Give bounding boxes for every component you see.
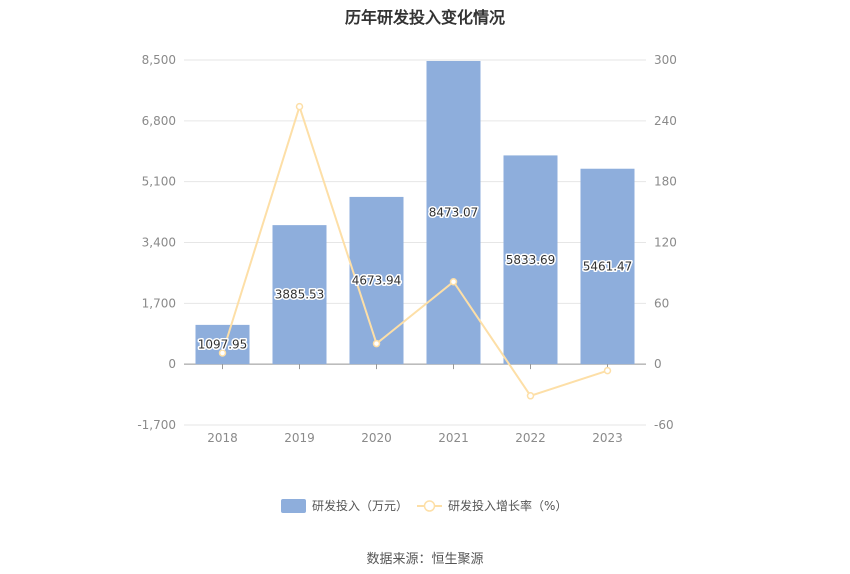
bar-value-label-2021: 8473.07 [429, 206, 479, 220]
y-right-tick-label: 240 [654, 114, 677, 128]
growth-point-2018 [218, 349, 227, 357]
y-left-tick-label: 6,800 [142, 114, 176, 128]
growth-point-2021 [449, 277, 458, 286]
legend-item-bar: 研发投入（万元） [281, 498, 408, 513]
y-left-tick-label: 8,500 [142, 53, 176, 67]
growth-rate-line [221, 103, 608, 397]
chart-title: 历年研发投入变化情况 [344, 8, 505, 27]
y-right-tick-label: 0 [654, 357, 662, 371]
y-left-tick-label: 0 [168, 357, 176, 371]
growth-point-2020 [372, 339, 381, 348]
bar-value-label-2022: 5833.69 [506, 253, 556, 267]
bar-2020 [349, 196, 404, 365]
bar-2022 [503, 155, 558, 365]
y-left-tick-label: 3,400 [142, 236, 176, 250]
x-tick-label-2021: 2021 [438, 431, 469, 445]
growth-point-2019 [295, 102, 304, 111]
x-tick-label-2019: 2019 [284, 431, 315, 445]
bar-value-label-2019: 3885.53 [275, 288, 325, 302]
bar-2023 [580, 168, 635, 365]
bar-value-label-2023: 5461.47 [583, 259, 633, 273]
y-left-tick-label: -1,700 [137, 418, 176, 432]
growth-point-2022 [526, 392, 535, 400]
y-right-tick-label: -60 [654, 418, 674, 432]
x-tick-label-2023: 2023 [592, 431, 623, 445]
bar-value-label-2020: 4673.94 [352, 274, 402, 288]
x-tick-label-2020: 2020 [361, 431, 392, 445]
y-right-tick-label: 60 [654, 296, 669, 310]
y-right-tick-label: 180 [654, 175, 677, 189]
legend-item-line: 研发投入增长率（%） [417, 498, 567, 513]
x-tick-label-2022: 2022 [515, 431, 546, 445]
bar-2019 [272, 225, 327, 365]
growth-point-2023 [603, 366, 612, 375]
legend-bar-swatch [281, 499, 306, 513]
y-left-tick-label: 5,100 [142, 175, 176, 189]
legend-line-label: 研发投入增长率（%） [448, 498, 567, 513]
y-right-tick-label: 120 [654, 236, 677, 250]
legend-bar-label: 研发投入（万元） [312, 498, 408, 513]
x-tick-label-2018: 2018 [207, 431, 238, 445]
y-right-tick-label: 300 [654, 53, 677, 67]
bar-2021 [426, 60, 481, 365]
legend-line-marker [423, 500, 436, 512]
y-left-tick-label: 1,700 [142, 296, 176, 310]
bar-2018 [195, 324, 250, 365]
bar-value-label-2018: 1097.95 [198, 338, 248, 352]
data-source: 数据来源：恒生聚源 [366, 552, 484, 567]
